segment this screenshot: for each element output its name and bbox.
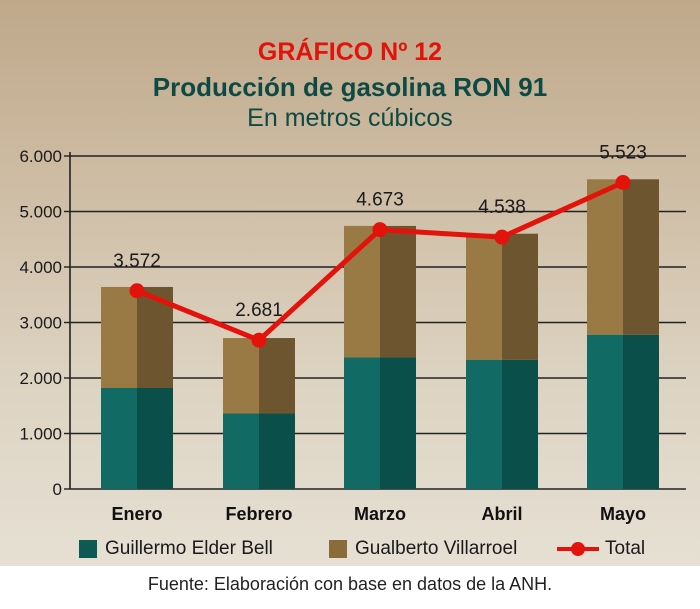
chart-legend: Guillermo Elder Bell Gualberto Villarroe… xyxy=(0,534,700,564)
chart-units: En metros cúbicos xyxy=(247,104,453,132)
total-point-5 xyxy=(615,174,631,190)
legend-item-series-1: Guillermo Elder Bell xyxy=(79,534,273,564)
y-tick-label-6: 6.000 xyxy=(19,147,62,166)
bar-1-abril-right xyxy=(502,359,538,489)
bar-1-enero-right xyxy=(137,387,173,489)
bar-1-abril-left xyxy=(466,359,502,489)
y-tick-label-2: 2.000 xyxy=(19,369,62,388)
x-tick-label-abril: Abril xyxy=(481,504,522,524)
legend-label-total: Total xyxy=(605,538,646,559)
total-label-2: 2.681 xyxy=(235,300,283,321)
total-label-5: 5.523 xyxy=(599,142,647,163)
total-label-1: 3.572 xyxy=(113,251,161,272)
bar-1-febrero-left xyxy=(223,413,259,489)
legend-item-total: Total xyxy=(557,534,645,564)
bar-line-chart: 0 1.000 2.000 3.000 4.000 5.000 6.000 Enero Febr… xyxy=(19,142,686,524)
legend-swatch-series-1 xyxy=(79,540,97,558)
bar-2-enero-left xyxy=(101,286,137,388)
bar-1-mayo-left xyxy=(587,334,623,489)
x-tick-label-febrero: Febrero xyxy=(225,504,292,524)
bar-1-enero-left xyxy=(101,387,137,489)
total-point-4 xyxy=(494,229,510,245)
y-tick-label-1: 1.000 xyxy=(19,425,62,444)
legend-item-series-2: Gualberto Villarroel xyxy=(329,534,517,564)
legend-swatch-series-2 xyxy=(329,540,347,558)
chart-subtitle: Producción de gasolina RON 91 xyxy=(152,72,548,102)
bar-2-marzo-right xyxy=(380,225,416,358)
bar-1-marzo-right xyxy=(380,357,416,489)
legend-label-series-2: Gualberto Villarroel xyxy=(355,538,518,559)
y-tick-label-3: 3.000 xyxy=(19,314,62,333)
bar-2-mayo-left xyxy=(587,179,623,335)
legend-line-total xyxy=(557,540,599,558)
total-point-1 xyxy=(129,283,145,299)
total-point-2 xyxy=(251,332,267,348)
legend-label-series-1: Guillermo Elder Bell xyxy=(105,538,273,559)
bar-1-febrero-right xyxy=(259,413,295,489)
chart-title: GRÁFICO Nº 12 xyxy=(257,38,443,66)
y-tick-label-0: 0 xyxy=(53,480,62,499)
x-tick-label-marzo: Marzo xyxy=(354,504,406,524)
bar-2-abril-right xyxy=(502,233,538,360)
total-label-3: 4.673 xyxy=(356,190,404,211)
y-tick-label-5: 5.000 xyxy=(19,203,62,222)
bar-1-marzo-left xyxy=(344,357,380,489)
bar-2-abril-left xyxy=(466,233,502,360)
x-tick-label-enero: Enero xyxy=(111,504,162,524)
bar-2-febrero-left xyxy=(223,338,259,414)
x-tick-label-mayo: Mayo xyxy=(600,504,646,524)
total-point-3 xyxy=(372,222,388,238)
source-note: Fuente: Elaboración con base en datos de… xyxy=(147,574,553,594)
bar-2-febrero-right xyxy=(259,338,295,414)
bar-1-mayo-right xyxy=(623,334,659,489)
y-tick-label-4: 4.000 xyxy=(19,258,62,277)
total-label-4: 4.538 xyxy=(478,197,526,218)
bar-2-mayo-right xyxy=(623,179,659,335)
